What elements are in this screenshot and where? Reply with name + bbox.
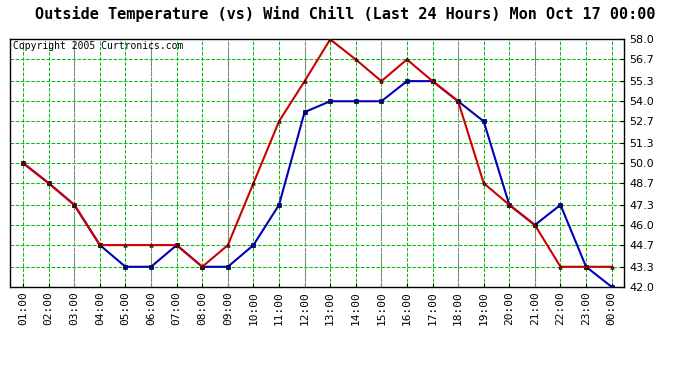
Text: Outside Temperature (vs) Wind Chill (Last 24 Hours) Mon Oct 17 00:00: Outside Temperature (vs) Wind Chill (Las… [34, 6, 655, 22]
Text: Copyright 2005 Curtronics.com: Copyright 2005 Curtronics.com [13, 40, 184, 51]
